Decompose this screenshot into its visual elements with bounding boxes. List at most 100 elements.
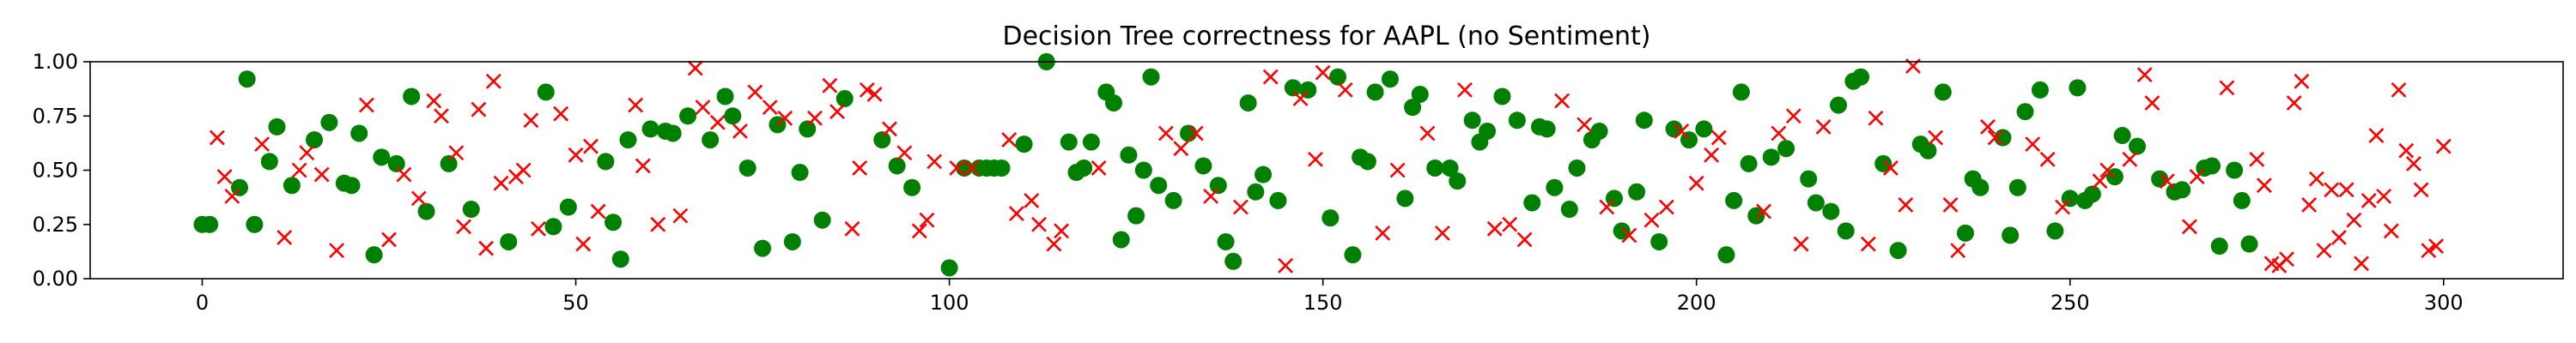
data-point-correct xyxy=(2008,178,2026,196)
data-point-correct xyxy=(738,159,756,177)
data-point-incorrect xyxy=(963,160,980,176)
data-point-correct xyxy=(1127,207,1145,225)
data-point-incorrect xyxy=(575,236,592,252)
data-point-correct xyxy=(1082,133,1100,151)
y-tick-label: 0.75 xyxy=(33,104,78,128)
data-point-correct xyxy=(1105,94,1123,112)
data-point-incorrect xyxy=(1710,129,1727,146)
data-point-correct xyxy=(1822,202,1840,220)
data-point-incorrect xyxy=(1315,64,1331,81)
data-point-correct xyxy=(1112,231,1130,249)
data-point-incorrect xyxy=(2346,212,2362,228)
data-point-correct xyxy=(1590,122,1608,140)
data-point-incorrect xyxy=(2055,199,2070,215)
data-point-correct xyxy=(1449,172,1467,190)
data-point-correct xyxy=(2240,235,2258,253)
data-point-incorrect xyxy=(1868,110,1884,126)
data-point-incorrect xyxy=(1516,232,1533,248)
data-point-correct xyxy=(1209,177,1227,195)
data-point-incorrect xyxy=(329,243,345,259)
data-point-incorrect xyxy=(1928,129,1944,146)
data-point-incorrect xyxy=(523,112,539,129)
x-axis: 0 50 100 150 200 250 300 xyxy=(196,279,2464,315)
data-point-correct xyxy=(888,157,906,175)
data-point-correct xyxy=(1546,178,1564,196)
data-point-incorrect xyxy=(919,212,935,228)
data-point-correct xyxy=(1732,83,1750,101)
x-tick-label: 300 xyxy=(2424,291,2464,315)
data-point-incorrect xyxy=(1771,125,1787,141)
data-point-correct xyxy=(559,198,577,216)
data-point-correct xyxy=(500,232,518,250)
data-point-incorrect xyxy=(859,81,875,98)
data-point-correct xyxy=(597,153,615,171)
data-point-correct xyxy=(1493,87,1511,105)
data-point-incorrect xyxy=(2376,188,2392,204)
data-point-incorrect xyxy=(844,220,860,237)
data-point-incorrect xyxy=(1756,203,1771,220)
data-point-correct xyxy=(754,239,772,257)
data-point-incorrect xyxy=(299,145,315,161)
data-point-correct xyxy=(1366,83,1384,101)
data-point-incorrect xyxy=(1674,123,1690,139)
data-point-incorrect xyxy=(2257,178,2272,194)
data-point-incorrect xyxy=(2279,251,2294,268)
data-point-incorrect xyxy=(1091,160,1107,176)
data-point-correct xyxy=(1426,159,1444,177)
data-point-correct xyxy=(664,124,682,142)
data-point-incorrect xyxy=(1577,117,1593,133)
data-point-incorrect xyxy=(1375,225,1391,241)
data-point-incorrect xyxy=(1389,162,1406,178)
data-point-correct xyxy=(1523,194,1541,212)
data-point-correct xyxy=(1321,209,1340,227)
data-point-correct xyxy=(1411,85,1429,103)
data-point-correct xyxy=(1934,83,1952,101)
data-point-correct xyxy=(679,107,697,125)
data-point-incorrect xyxy=(531,220,546,237)
data-point-incorrect xyxy=(1054,223,1070,239)
data-point-correct xyxy=(246,215,264,233)
data-point-incorrect xyxy=(493,175,509,191)
data-point-correct xyxy=(1142,68,1160,86)
data-point-incorrect xyxy=(396,166,412,183)
data-point-correct xyxy=(1479,122,1497,140)
data-point-incorrect xyxy=(927,153,943,170)
data-point-correct xyxy=(260,153,278,171)
data-point-correct xyxy=(1329,68,1347,86)
data-point-incorrect xyxy=(2398,142,2415,159)
data-point-correct xyxy=(1800,170,1818,188)
data-point-correct xyxy=(2083,185,2101,203)
data-point-incorrect xyxy=(381,232,397,248)
data-point-correct xyxy=(1956,224,1974,242)
data-point-incorrect xyxy=(2428,238,2444,254)
data-point-correct xyxy=(1150,177,1168,195)
data-point-correct xyxy=(1695,120,1713,138)
data-point-incorrect xyxy=(254,136,270,153)
data-point-incorrect xyxy=(448,145,465,161)
data-point-incorrect xyxy=(216,169,233,185)
data-point-incorrect xyxy=(1950,243,1966,259)
data-point-incorrect xyxy=(313,166,330,183)
data-point-incorrect xyxy=(1599,199,1615,215)
data-point-correct xyxy=(605,214,623,232)
data-point-correct xyxy=(1284,79,1302,97)
data-point-incorrect xyxy=(1158,125,1174,141)
data-point-incorrect xyxy=(2338,182,2354,198)
data-point-incorrect xyxy=(583,138,598,154)
data-point-correct xyxy=(283,177,301,195)
data-point-correct xyxy=(1919,141,1937,159)
data-point-correct xyxy=(1807,194,1825,212)
data-point-incorrect xyxy=(2354,256,2369,272)
data-point-incorrect xyxy=(896,145,913,161)
data-point-correct xyxy=(1971,178,1990,196)
data-point-correct xyxy=(2113,127,2131,145)
marks-layer xyxy=(193,53,2451,277)
data-point-correct xyxy=(1560,201,1578,219)
data-point-correct xyxy=(1060,133,1078,151)
data-point-correct xyxy=(2016,103,2034,121)
data-point-incorrect xyxy=(1942,197,1959,213)
data-point-correct xyxy=(791,164,809,182)
data-point-correct xyxy=(1247,183,1265,201)
data-point-incorrect xyxy=(635,158,651,174)
